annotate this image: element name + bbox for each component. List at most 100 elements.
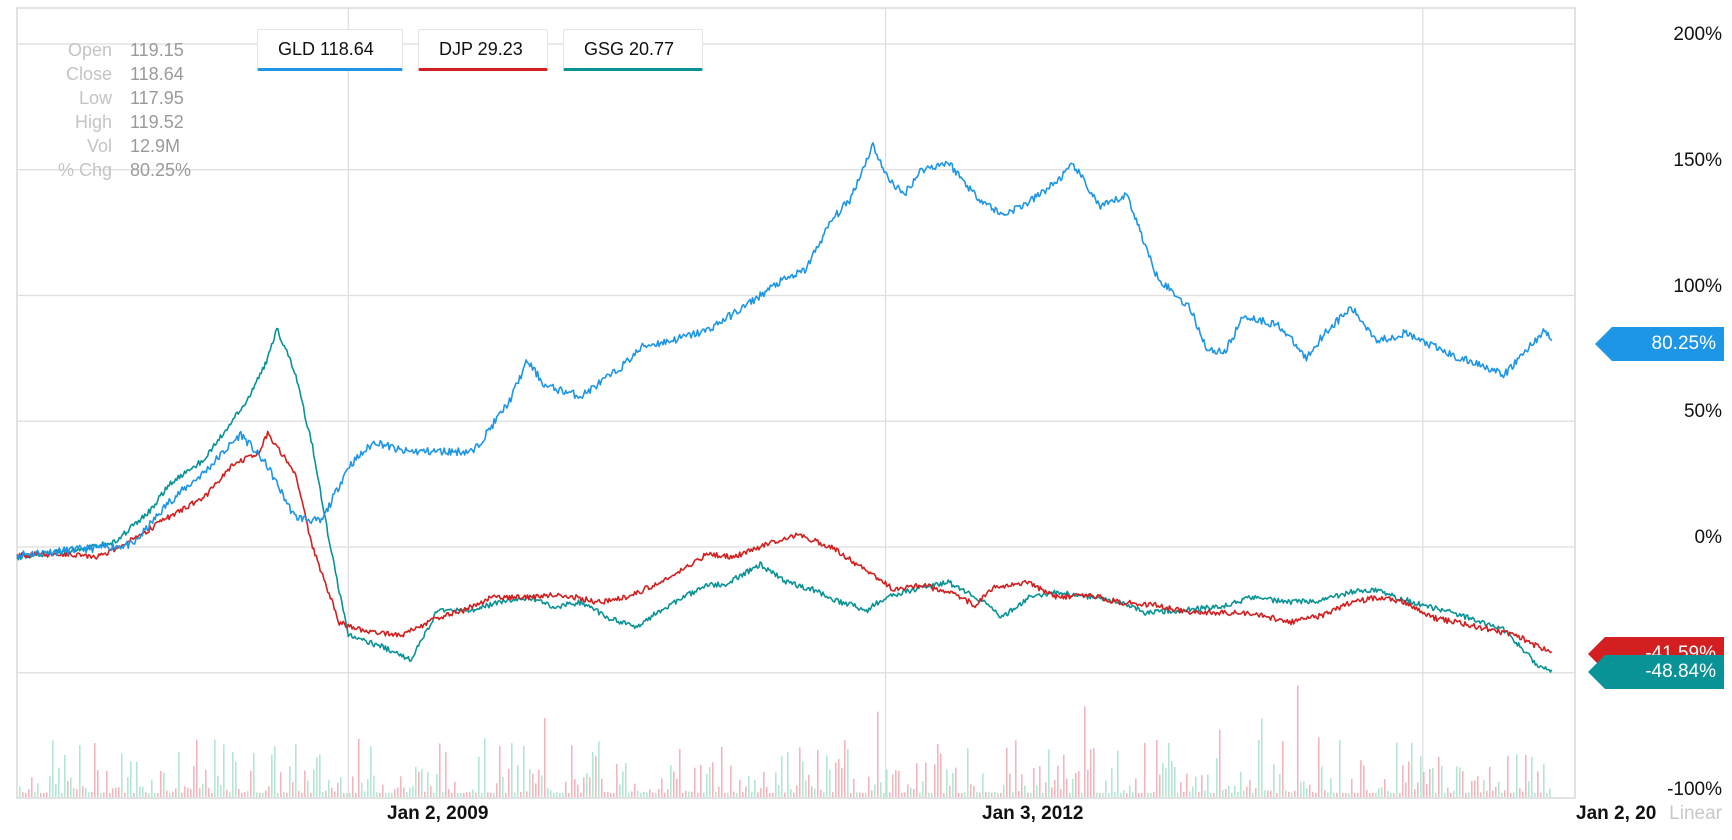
volume-bar [793,792,795,797]
volume-bar [199,788,201,797]
volume-bar [736,792,738,797]
volume-bar [1324,790,1326,797]
volume-bar [1201,775,1203,797]
ticker-legend: GLD 118.64 DJP 29.23 GSG 20.77 [257,29,703,71]
volume-bar [223,744,225,797]
volume-bar [202,783,204,797]
volume-bar [85,787,87,797]
volume-bar [919,792,921,797]
volume-bar [481,792,483,797]
volume-bar [1432,767,1434,797]
volume-bar [139,786,141,797]
volume-bar [907,784,909,797]
scale-mode-toggle[interactable]: Linear [1669,803,1722,824]
volume-bar [1018,791,1020,797]
volume-bar [775,772,777,797]
volume-bar [1516,754,1518,797]
volume-bar [337,782,339,797]
volume-bar [226,789,228,797]
volume-bar [589,777,591,797]
volume-bar [991,792,993,797]
volume-bar [1501,792,1503,797]
volume-bar [892,774,894,797]
volume-bar [349,792,351,797]
volume-bar [1465,792,1467,797]
volume-bar [1120,792,1122,797]
volume-bar [520,792,522,797]
volume-bar [1393,792,1395,797]
volume-bar [955,767,957,797]
volume-bar [154,792,156,797]
volume-bar [1414,789,1416,797]
volume-bar [412,786,414,797]
volume-bar [490,792,492,797]
volume-bar [1144,743,1146,797]
volume-bar [91,791,93,797]
volume-bar [448,789,450,797]
volume-bar [73,787,75,797]
volume-bar [280,772,282,797]
volume-bar [58,767,60,797]
volume-bar [622,771,624,797]
volume-bar [439,743,441,797]
volume-bar [136,761,138,797]
volume-bar [1147,792,1149,797]
volume-bar [1429,769,1431,797]
ticker-chip-gld[interactable]: GLD 118.64 [257,29,403,71]
ticker-chip-djp[interactable]: DJP 29.23 [418,29,548,71]
volume-bar [556,791,558,797]
stat-label: % Chg [57,160,112,180]
volume-bar [1180,782,1182,797]
volume-bar [838,759,840,797]
volume-bar [1468,792,1470,797]
volume-bar [538,769,540,797]
volume-bar [1447,787,1449,797]
volume-bar [598,741,600,797]
volume-bar [721,746,723,797]
volume-bar [1138,792,1140,797]
volume-bar [298,790,300,797]
volume-bar [1186,773,1188,797]
volume-bar [1117,750,1119,797]
volume-bar [400,776,402,797]
volume-bar [898,770,900,797]
volume-bar [1390,792,1392,797]
volume-bar [601,778,603,797]
volume-bar [1141,792,1143,797]
volume-bar [1450,792,1452,797]
volume-bar [685,790,687,797]
volume-bar [958,792,960,797]
volume-bar [313,769,315,797]
volume-bar [1513,792,1515,797]
stat-value: 12.9M [130,136,181,156]
volume-bar [100,792,102,797]
volume-bar [1150,792,1152,797]
volume-bar [1081,792,1083,797]
volume-bar [931,793,933,797]
volume-bar [457,792,459,797]
volume-bar [118,787,120,797]
volume-bar [1267,790,1269,797]
volume-bar [847,749,849,797]
volume-bar [385,792,387,797]
volume-bar [370,746,372,797]
volume-bar [817,750,819,797]
volume-bar [640,792,642,797]
volume-bar [1078,771,1080,797]
volume-bar [1417,782,1419,797]
ticker-chip-gsg[interactable]: GSG 20.77 [563,29,703,71]
volume-bar [853,778,855,797]
volume-bar [1153,791,1155,797]
volume-bar [253,752,255,797]
volume-bar [760,788,762,797]
volume-bar [922,781,924,797]
volume-bar [568,792,570,797]
volume-bar [1159,774,1161,797]
volume-bar [292,781,294,797]
volume-bar [550,790,552,797]
volume-bar [346,793,348,797]
volume-bar [97,770,99,797]
volume-bar [1492,790,1494,797]
volume-bar [1321,766,1323,797]
